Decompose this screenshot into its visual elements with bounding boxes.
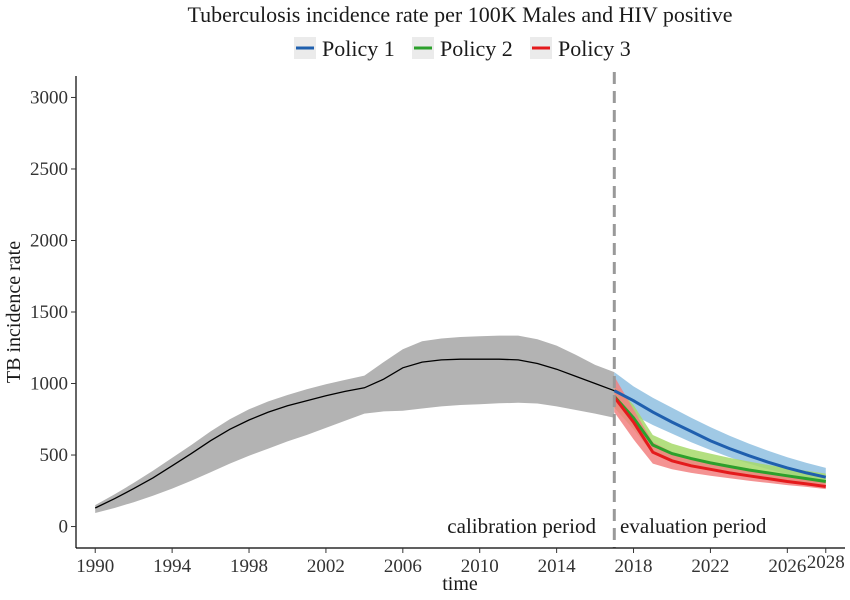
bands-group (95, 335, 826, 513)
band-policy-3 (614, 376, 826, 490)
y-axis-title: TB incidence rate (3, 241, 25, 383)
x-tick-label-2010: 2010 (461, 556, 499, 577)
legend-label-policy-1: Policy 1 (322, 36, 395, 61)
x-tick-label-1998: 1998 (230, 556, 268, 577)
annotation-evaluation-period: evaluation period (620, 514, 767, 538)
y-tick-label-0: 0 (59, 517, 69, 538)
x-axis-title: time (442, 573, 478, 595)
series-line-policy-2 (613, 395, 827, 483)
x-tick-label-1990: 1990 (76, 556, 114, 577)
lines-group (94, 72, 827, 548)
axes-group: 0 500 1000 1500 2000 2500 3000 1990 1994 1998 2002… (30, 76, 845, 577)
chart-title: Tuberculosis incidence rate per 100K Mal… (188, 2, 733, 27)
legend-label-policy-2: Policy 2 (440, 36, 513, 61)
legend-label-policy-3: Policy 3 (558, 36, 631, 61)
series-line-policy-1 (613, 389, 827, 479)
y-tick-label-3000: 3000 (30, 87, 68, 108)
annotation-calibration-period: calibration period (447, 514, 596, 538)
x-tick-label-2026: 2026 (768, 556, 806, 577)
x-tick-label-2002: 2002 (307, 556, 345, 577)
x-tick-label-2006: 2006 (384, 556, 422, 577)
y-tick-label-1000: 1000 (30, 374, 68, 395)
x-tick-label-1994: 1994 (153, 556, 192, 577)
legend: Policy 1 Policy 2 Policy 3 (294, 36, 631, 61)
x-tick-label-2018: 2018 (615, 556, 653, 577)
calibration-line (94, 358, 615, 509)
x-tick-label-2022: 2022 (691, 556, 729, 577)
y-tick-label-500: 500 (40, 445, 69, 466)
x-tick-label-2014: 2014 (538, 556, 577, 577)
y-tick-label-2000: 2000 (30, 230, 68, 251)
x-tick-label-2028: 2028 (807, 552, 845, 573)
series-line-policy-3 (613, 396, 827, 488)
band-policy-1 (614, 372, 826, 483)
y-tick-label-2500: 2500 (30, 159, 68, 180)
y-tick-label-1500: 1500 (30, 302, 68, 323)
calibration-band (95, 335, 615, 513)
